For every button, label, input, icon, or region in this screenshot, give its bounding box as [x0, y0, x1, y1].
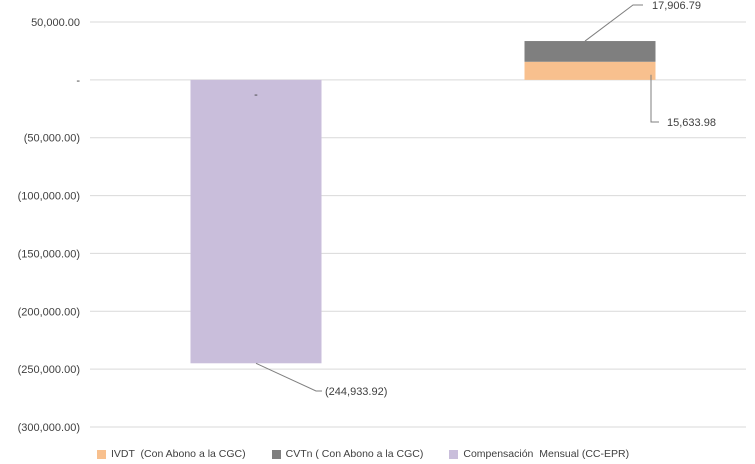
y-axis-ticks: 50,000.00 - (50,000.00) (100,000.00) (150,00… — [18, 17, 81, 434]
y-tick-label: (200,000.00) — [18, 306, 80, 318]
bar-1-1 — [524, 41, 656, 62]
leader-line-cvtn — [584, 4, 643, 42]
y-tick-label: (150,000.00) — [18, 248, 80, 260]
grid-lines — [90, 21, 746, 428]
data-label-cvtn: 17,906.79 — [652, 0, 701, 12]
legend-label-compensacion: Compensación Mensual (CC-EPR) — [463, 448, 630, 460]
legend: IVDT (Con Abono a la CGC) CVTn ( Con Abo… — [0, 446, 755, 462]
leader-line-ivdt — [650, 74, 659, 123]
data-label-compensacion-top: - — [254, 89, 258, 101]
data-label-ivdt: 15,633.98 — [667, 117, 716, 129]
legend-item-ivdt: IVDT (Con Abono a la CGC) — [97, 448, 246, 460]
legend-label-ivdt: IVDT (Con Abono a la CGC) — [111, 448, 246, 460]
legend-item-compensacion: Compensación Mensual (CC-EPR) — [449, 448, 629, 460]
data-label-compensacion: (244,933.92) — [325, 386, 387, 398]
bar-0-1 — [524, 61, 656, 80]
legend-swatch-compensacion — [449, 449, 459, 459]
data-labels: 17,906.79 15,633.98 (244,933.92) - — [254, 0, 716, 398]
y-tick-label: - — [76, 75, 80, 87]
stacked-bar-chart: 50,000.00 - (50,000.00) (100,000.00) (150,00… — [18, 0, 746, 434]
y-tick-label: (100,000.00) — [18, 191, 80, 203]
y-tick-label: (50,000.00) — [24, 133, 80, 145]
y-tick-label: (250,000.00) — [18, 364, 80, 376]
bar-2-0 — [190, 79, 322, 364]
leader-line-compensacion — [255, 362, 322, 392]
legend-item-cvtn: CVTn ( Con Abono a la CGC) — [271, 448, 424, 460]
legend-label-cvtn: CVTn ( Con Abono a la CGC) — [285, 448, 424, 460]
bars — [190, 41, 656, 364]
legend-swatch-cvtn — [271, 449, 281, 459]
y-tick-label: 50,000.00 — [31, 17, 80, 29]
legend-swatch-ivdt — [97, 449, 106, 459]
y-tick-label: (300,000.00) — [18, 422, 80, 434]
